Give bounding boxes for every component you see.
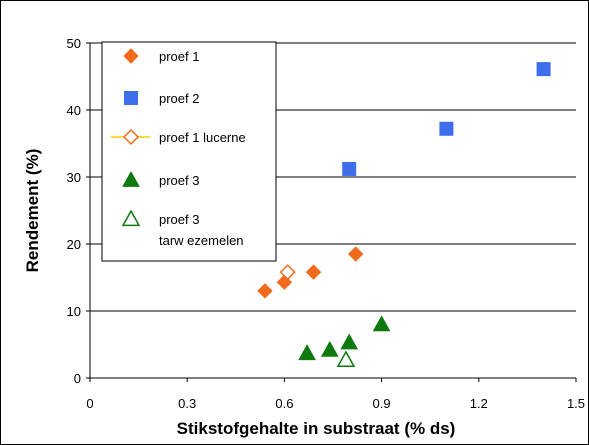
x-tick-label: 0.6: [275, 396, 293, 411]
x-axis-title: Stikstofgehalte in substraat (% ds): [177, 419, 456, 438]
triangle-point: [336, 350, 356, 368]
legend-marker: [124, 91, 138, 105]
y-tick-label: 0: [74, 371, 81, 386]
y-tick-label: 30: [67, 170, 81, 185]
x-tick-label: 1.5: [567, 396, 585, 411]
square-point: [342, 161, 357, 176]
diamond-point: [305, 264, 322, 280]
legend-label: proef 1: [159, 49, 199, 64]
legend-label: tarw ezemelen: [159, 233, 244, 248]
legend: proef 1 proef 2 proef 1 lucerne proef 3 proe…: [101, 41, 277, 262]
y-tick-label: 20: [67, 237, 81, 252]
legend-marker: [122, 170, 140, 187]
square-point: [439, 121, 454, 136]
legend-box: [101, 41, 277, 262]
x-tick-label: 0.3: [178, 396, 196, 411]
legend-marker: [123, 48, 139, 64]
y-tick-label: 50: [67, 36, 81, 51]
diamond-point: [347, 246, 364, 262]
legend-label: proef 2: [159, 91, 199, 106]
diamond-point: [257, 283, 273, 299]
y-tick-label: 40: [67, 103, 81, 118]
tick-labels: 0 10 20 30 40 50 0 0.3 0.6 0.9 1.2 1.5: [67, 36, 586, 411]
diamond-point: [279, 264, 296, 281]
legend-label: proef 3: [159, 173, 199, 188]
triangle-point: [340, 333, 359, 350]
triangle-point: [298, 344, 316, 361]
y-tick-label: 10: [67, 304, 81, 319]
square-point: [536, 62, 551, 77]
triangle-point: [320, 340, 339, 357]
x-tick-label: 0.9: [373, 396, 391, 411]
legend-marker: [121, 209, 141, 227]
axes: [86, 42, 577, 382]
legend-marker: [122, 128, 140, 146]
x-tick-label: 1.2: [470, 396, 488, 411]
y-axis-title: Rendement (%): [23, 149, 42, 273]
legend-label: proef 3: [159, 212, 199, 227]
legend-label: proef 1 lucerne: [159, 130, 246, 145]
x-tick-label: 0: [86, 396, 93, 411]
triangle-point: [372, 315, 391, 332]
data-points: [257, 62, 551, 368]
